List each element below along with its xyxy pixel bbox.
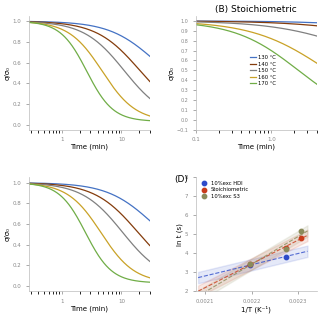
- Line: 160 °C: 160 °C: [196, 24, 317, 63]
- 160 °C: [315, 61, 319, 65]
- 10%exc S3: [248, 261, 253, 266]
- 170 °C: [233, 31, 237, 35]
- 170 °C: [242, 34, 246, 38]
- X-axis label: 1/T (K⁻¹): 1/T (K⁻¹): [241, 305, 271, 313]
- Legend: 130 °C, 140 °C, 150 °C, 160 °C, 170 °C: 130 °C, 140 °C, 150 °C, 160 °C, 170 °C: [249, 54, 277, 87]
- 130 °C: [282, 20, 286, 24]
- 140 °C: [208, 20, 212, 23]
- X-axis label: Time (min): Time (min): [237, 144, 275, 150]
- 140 °C: [233, 20, 237, 24]
- 170 °C: [281, 57, 285, 61]
- 140 °C: [315, 24, 319, 28]
- 150 °C: [194, 20, 198, 24]
- Y-axis label: σ/σ₀: σ/σ₀: [169, 66, 175, 80]
- 160 °C: [282, 42, 286, 46]
- 170 °C: [315, 82, 319, 86]
- Line: 140 °C: 140 °C: [196, 21, 317, 26]
- 140 °C: [194, 19, 198, 23]
- 130 °C: [194, 19, 198, 23]
- 130 °C: [233, 19, 237, 23]
- 160 °C: [233, 27, 237, 30]
- Stoichiometric: [298, 235, 303, 240]
- Y-axis label: σ/σ₀: σ/σ₀: [5, 66, 11, 80]
- 170 °C: [270, 49, 274, 53]
- Line: 130 °C: 130 °C: [196, 21, 317, 23]
- 160 °C: [194, 22, 198, 26]
- 170 °C: [208, 25, 212, 29]
- Title: (B) Stoichiometric: (B) Stoichiometric: [215, 5, 297, 14]
- 160 °C: [281, 42, 285, 46]
- 160 °C: [270, 37, 274, 41]
- 130 °C: [208, 19, 212, 23]
- 150 °C: [242, 22, 246, 26]
- Line: 150 °C: 150 °C: [196, 22, 317, 36]
- Text: (D): (D): [174, 175, 188, 184]
- Y-axis label: ln t (s): ln t (s): [177, 223, 183, 246]
- Y-axis label: σ/σ₀: σ/σ₀: [5, 228, 11, 241]
- 150 °C: [233, 21, 237, 25]
- 160 °C: [242, 28, 246, 32]
- 140 °C: [242, 20, 246, 24]
- 10%exc S3: [283, 247, 288, 252]
- 140 °C: [270, 21, 274, 25]
- 150 °C: [281, 27, 285, 30]
- 150 °C: [282, 27, 286, 31]
- Stoichiometric: [283, 246, 288, 251]
- 150 °C: [270, 25, 274, 29]
- 130 °C: [270, 20, 274, 24]
- 10%exc HDI: [283, 254, 288, 259]
- 150 °C: [315, 34, 319, 38]
- 10%exc HDI: [248, 262, 253, 268]
- 130 °C: [242, 20, 246, 23]
- X-axis label: Time (min): Time (min): [70, 305, 108, 312]
- Line: 170 °C: 170 °C: [196, 25, 317, 84]
- 130 °C: [315, 21, 319, 25]
- X-axis label: Time (min): Time (min): [70, 144, 108, 150]
- 150 °C: [208, 20, 212, 24]
- 140 °C: [281, 21, 285, 25]
- 140 °C: [282, 21, 286, 25]
- 130 °C: [281, 20, 285, 24]
- 170 °C: [194, 23, 198, 27]
- Legend: 10%exc HDI, Stoichiometric, 10%exc S3: 10%exc HDI, Stoichiometric, 10%exc S3: [198, 180, 250, 199]
- Stoichiometric: [248, 261, 253, 267]
- 160 °C: [208, 23, 212, 27]
- 170 °C: [282, 57, 286, 61]
- 10%exc S3: [298, 229, 303, 234]
